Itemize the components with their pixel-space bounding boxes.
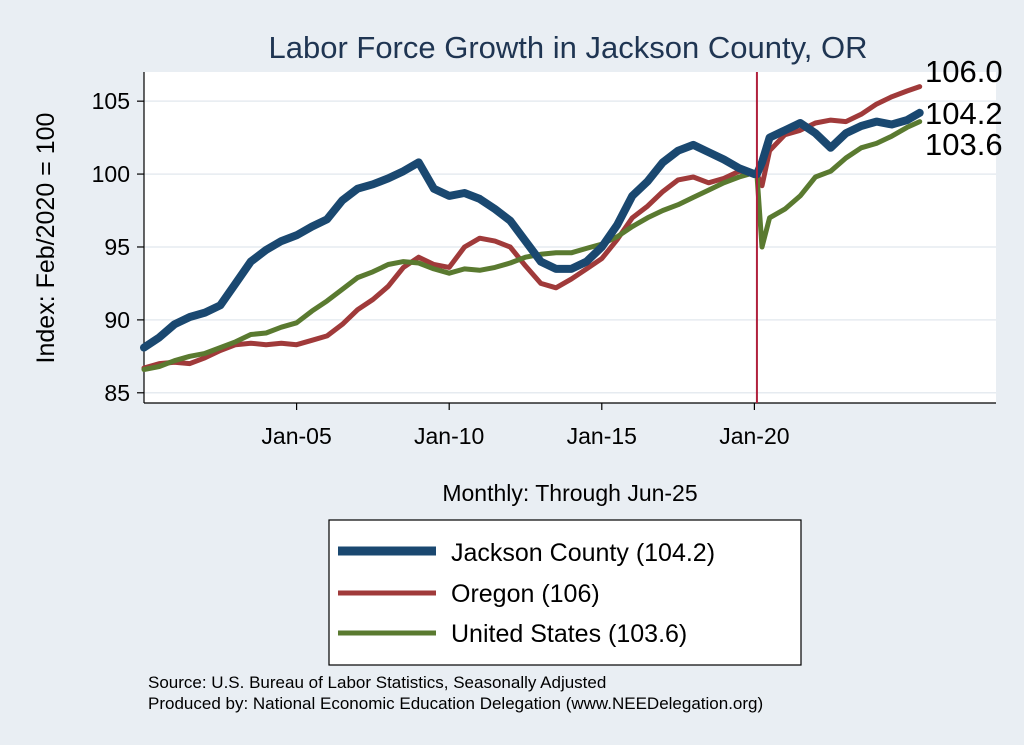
legend: Jackson County (104.2) Oregon (106) Unit… [328, 519, 802, 666]
y-tick-label: 90 [104, 307, 130, 333]
x-axis-note: Monthly: Through Jun-25 [442, 480, 697, 506]
y-axis-label: Index: Feb/2020 = 100 [32, 113, 60, 364]
chart-title: Labor Force Growth in Jackson County, OR [268, 30, 867, 65]
series-line-jackson [140, 108, 924, 352]
series-line-oregon [141, 84, 923, 371]
producer-note: Produced by: National Economic Education… [148, 694, 763, 713]
y-tick-label: 95 [104, 234, 130, 260]
y-tick-label: 105 [92, 88, 130, 114]
legend-label-jackson: Jackson County (104.2) [451, 539, 715, 567]
legend-label-us: United States (103.6) [451, 620, 687, 648]
series-line-us [141, 119, 923, 372]
end-label-us: 103.6 [925, 127, 1003, 162]
end-label-oregon: 106.0 [925, 54, 1003, 89]
x-tick-label: Jan-20 [719, 423, 789, 449]
x-tick-label: Jan-05 [261, 423, 331, 449]
series-lines [140, 84, 924, 372]
source-note: Source: U.S. Bureau of Labor Statistics,… [148, 673, 606, 692]
x-tick-label: Jan-10 [414, 423, 484, 449]
x-tick-label: Jan-15 [567, 423, 637, 449]
end-label-jackson: 104.2 [925, 96, 1003, 131]
gridlines [144, 100, 996, 394]
y-tick-label: 100 [92, 161, 130, 187]
y-tick-label: 85 [104, 380, 130, 406]
legend-label-oregon: Oregon (106) [451, 580, 600, 608]
axis-ticks: 85 90 95 100 105 Jan-05 Jan-10 Jan-15 Jan-20 [92, 88, 790, 449]
